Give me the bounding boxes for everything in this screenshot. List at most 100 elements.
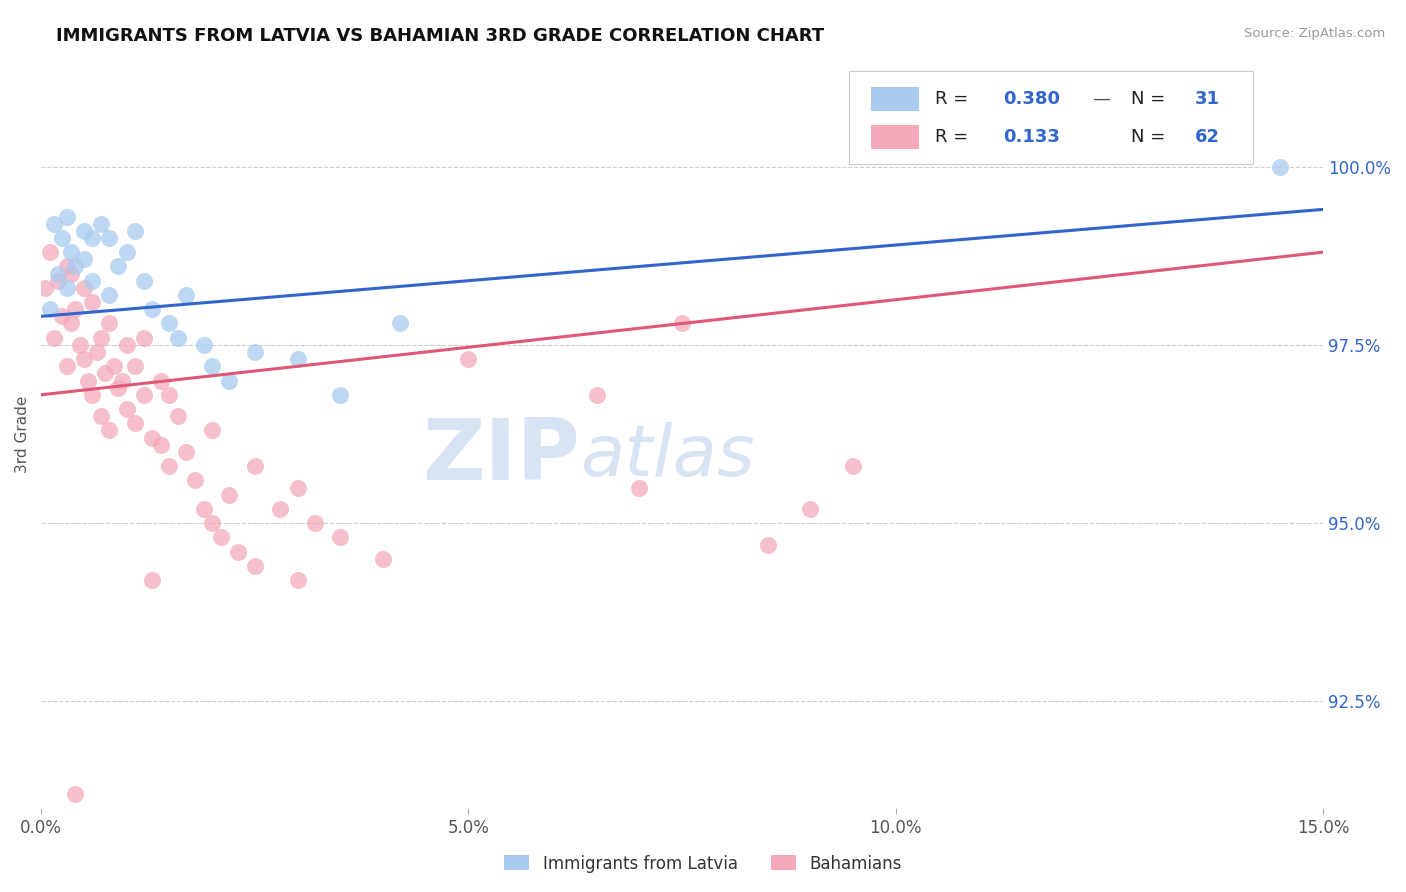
Point <box>628 481 651 495</box>
Y-axis label: 3rd Grade: 3rd Grade <box>15 395 30 473</box>
Point <box>94 367 117 381</box>
Point <box>42 217 65 231</box>
Point <box>226 544 249 558</box>
Text: atlas: atlas <box>579 422 754 491</box>
Point <box>1270 160 1292 174</box>
Point <box>115 338 138 352</box>
Point <box>218 374 240 388</box>
Point <box>132 388 155 402</box>
Point <box>65 787 87 801</box>
Point <box>115 402 138 417</box>
Point <box>201 359 224 374</box>
Point <box>193 502 215 516</box>
Point <box>46 274 69 288</box>
Point <box>73 252 96 267</box>
Point <box>176 445 198 459</box>
Text: R =: R = <box>935 90 974 108</box>
Point <box>149 374 172 388</box>
Point <box>73 281 96 295</box>
Point <box>60 245 83 260</box>
Point <box>157 459 180 474</box>
Point <box>73 352 96 367</box>
Point <box>77 374 100 388</box>
Point <box>201 516 224 531</box>
Point <box>98 317 121 331</box>
Point <box>55 359 77 374</box>
FancyBboxPatch shape <box>870 87 920 111</box>
Point <box>111 374 134 388</box>
Point <box>132 331 155 345</box>
Point <box>287 352 309 367</box>
Point <box>55 281 77 295</box>
Point <box>585 388 607 402</box>
Point <box>243 345 266 359</box>
Point <box>201 424 224 438</box>
Point <box>90 217 112 231</box>
Point <box>34 281 56 295</box>
FancyBboxPatch shape <box>870 125 920 149</box>
Text: 0.380: 0.380 <box>1002 90 1060 108</box>
Point <box>167 331 190 345</box>
Point <box>842 459 865 474</box>
FancyBboxPatch shape <box>849 70 1253 164</box>
Text: N =: N = <box>1130 90 1171 108</box>
Point <box>132 274 155 288</box>
Text: ZIP: ZIP <box>422 415 579 498</box>
Point <box>756 537 779 551</box>
Point <box>149 438 172 452</box>
Point <box>103 359 125 374</box>
Point <box>457 352 479 367</box>
Point <box>671 317 693 331</box>
Point <box>167 409 190 424</box>
Point <box>209 531 232 545</box>
Point <box>107 260 129 274</box>
Text: IMMIGRANTS FROM LATVIA VS BAHAMIAN 3RD GRADE CORRELATION CHART: IMMIGRANTS FROM LATVIA VS BAHAMIAN 3RD G… <box>56 27 824 45</box>
Point <box>269 502 291 516</box>
Point <box>141 431 163 445</box>
Point <box>55 210 77 224</box>
Point <box>38 302 60 317</box>
Point <box>82 274 104 288</box>
Point <box>243 558 266 573</box>
Point <box>65 260 87 274</box>
Point <box>82 231 104 245</box>
Point <box>60 267 83 281</box>
Point <box>98 424 121 438</box>
Point <box>82 295 104 310</box>
Point <box>287 481 309 495</box>
Point <box>329 388 352 402</box>
Text: Source: ZipAtlas.com: Source: ZipAtlas.com <box>1244 27 1385 40</box>
Point <box>176 288 198 302</box>
Point <box>799 502 821 516</box>
Point <box>65 302 87 317</box>
Text: 62: 62 <box>1195 128 1220 145</box>
Text: —: — <box>1092 90 1111 108</box>
Text: R =: R = <box>935 128 974 145</box>
Point <box>98 231 121 245</box>
Point <box>124 417 146 431</box>
Point <box>141 302 163 317</box>
Point <box>389 317 412 331</box>
Point <box>141 573 163 587</box>
Point <box>304 516 326 531</box>
Point <box>329 531 352 545</box>
Point <box>157 388 180 402</box>
Point <box>69 338 91 352</box>
Point <box>86 345 108 359</box>
Point <box>124 359 146 374</box>
Text: 0.133: 0.133 <box>1002 128 1060 145</box>
Point <box>157 317 180 331</box>
Text: 31: 31 <box>1195 90 1220 108</box>
Legend: Immigrants from Latvia, Bahamians: Immigrants from Latvia, Bahamians <box>498 848 908 880</box>
Point <box>46 267 69 281</box>
Point <box>371 551 394 566</box>
Point <box>51 310 73 324</box>
Point <box>243 459 266 474</box>
Point <box>115 245 138 260</box>
Point <box>184 474 207 488</box>
Point <box>124 224 146 238</box>
Point <box>90 331 112 345</box>
Point <box>90 409 112 424</box>
Point <box>51 231 73 245</box>
Point <box>73 224 96 238</box>
